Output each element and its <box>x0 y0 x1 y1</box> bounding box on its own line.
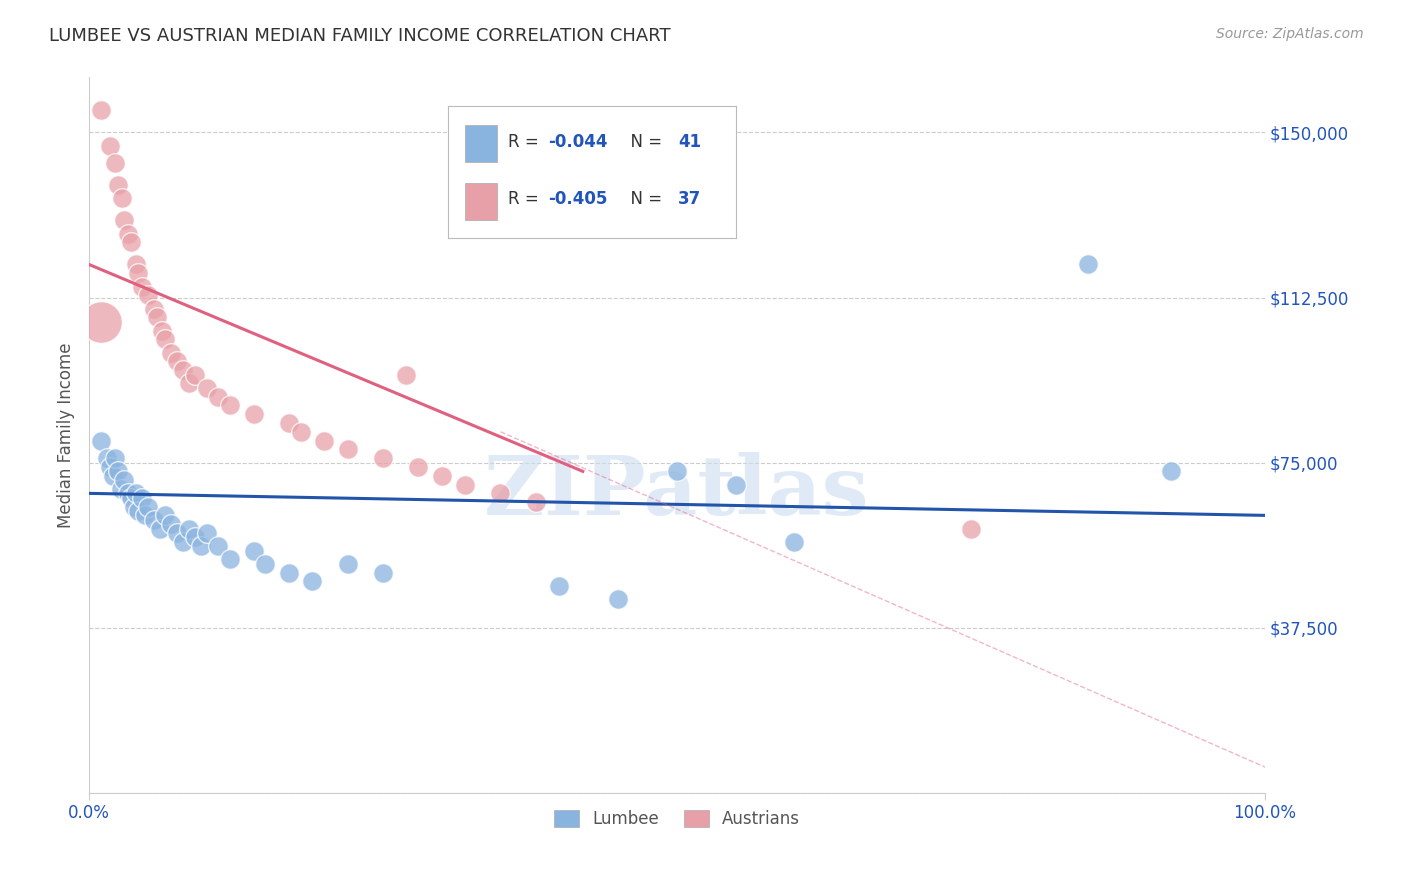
Point <box>430 468 453 483</box>
Point <box>149 522 172 536</box>
Point <box>524 495 547 509</box>
Point <box>454 477 477 491</box>
Point <box>134 508 156 523</box>
Point <box>160 517 183 532</box>
Point <box>98 459 121 474</box>
Point <box>290 425 312 439</box>
Point <box>90 315 112 329</box>
Point <box>142 513 165 527</box>
Point <box>166 354 188 368</box>
Point <box>136 500 159 514</box>
Point <box>406 459 429 474</box>
Point <box>90 434 112 448</box>
Point <box>219 398 242 412</box>
Point <box>166 526 188 541</box>
Point <box>177 522 200 536</box>
Point <box>155 508 177 523</box>
Point <box>160 345 183 359</box>
Point <box>242 407 264 421</box>
Point <box>117 227 139 241</box>
Point <box>110 482 132 496</box>
Point <box>120 491 142 505</box>
Point <box>314 434 336 448</box>
Point <box>177 376 200 391</box>
Point <box>548 579 571 593</box>
Point <box>607 592 630 607</box>
Point <box>195 526 218 541</box>
Point <box>371 451 394 466</box>
Point <box>1160 464 1182 478</box>
Point <box>107 464 129 478</box>
Point <box>90 103 112 118</box>
Point <box>172 534 194 549</box>
Point <box>127 266 149 280</box>
Point <box>783 534 806 549</box>
Point <box>98 138 121 153</box>
Point <box>142 301 165 316</box>
Point <box>301 574 323 589</box>
Point <box>127 504 149 518</box>
Point <box>184 368 207 382</box>
Point <box>336 557 359 571</box>
Y-axis label: Median Family Income: Median Family Income <box>58 343 75 528</box>
Point <box>277 416 299 430</box>
Point <box>112 473 135 487</box>
Point <box>122 500 145 514</box>
Point <box>172 363 194 377</box>
Point <box>1077 258 1099 272</box>
Point <box>125 258 148 272</box>
Point <box>150 324 173 338</box>
Point <box>195 381 218 395</box>
Point <box>277 566 299 580</box>
Point <box>254 557 277 571</box>
Point <box>104 451 127 466</box>
Point <box>724 477 747 491</box>
Point <box>371 566 394 580</box>
Point <box>104 156 127 170</box>
Point <box>190 539 212 553</box>
Point <box>131 491 153 505</box>
Point <box>136 288 159 302</box>
Text: LUMBEE VS AUSTRIAN MEDIAN FAMILY INCOME CORRELATION CHART: LUMBEE VS AUSTRIAN MEDIAN FAMILY INCOME … <box>49 27 671 45</box>
Point <box>101 468 124 483</box>
Point <box>665 464 688 478</box>
Point <box>125 486 148 500</box>
Point <box>96 451 118 466</box>
Point <box>131 279 153 293</box>
Text: Source: ZipAtlas.com: Source: ZipAtlas.com <box>1216 27 1364 41</box>
Point <box>489 486 512 500</box>
Point <box>117 486 139 500</box>
Point <box>336 442 359 457</box>
Point <box>395 368 418 382</box>
Point <box>107 178 129 193</box>
Legend: Lumbee, Austrians: Lumbee, Austrians <box>547 803 807 834</box>
Point <box>120 235 142 250</box>
Point <box>207 539 229 553</box>
Point <box>146 310 169 325</box>
Text: ZIPatlas: ZIPatlas <box>484 452 869 533</box>
Point <box>242 543 264 558</box>
Point <box>155 332 177 346</box>
Point <box>219 552 242 566</box>
Point <box>112 213 135 227</box>
Point <box>207 390 229 404</box>
Point <box>111 192 134 206</box>
Point <box>959 522 981 536</box>
Point <box>184 530 207 544</box>
